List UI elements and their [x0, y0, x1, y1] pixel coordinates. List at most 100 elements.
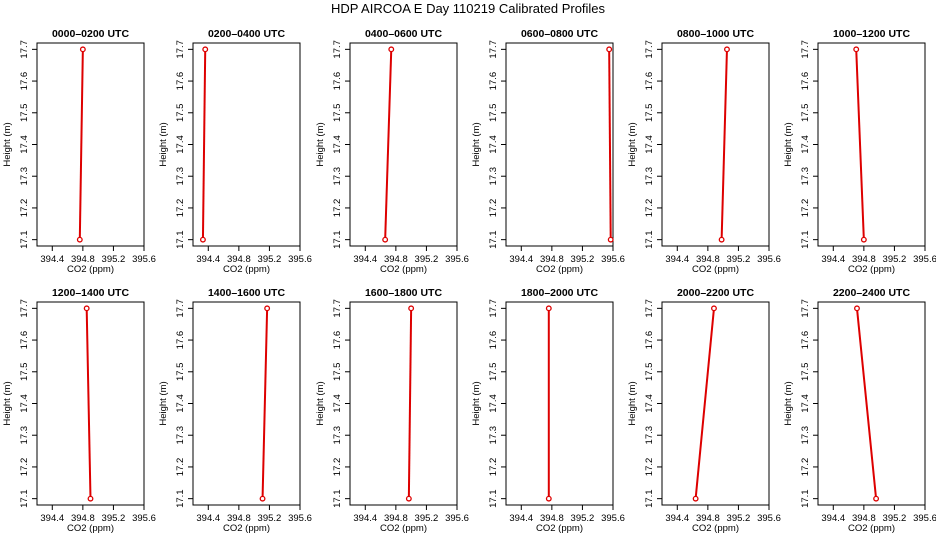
panel: 2000–2200 UTC 394.4 394.8 395.2 395.6 17.1 17.… — [627, 287, 781, 534]
y-tick-label: 17.1 — [175, 230, 186, 249]
y-axis-label: Height (m) — [471, 381, 482, 425]
y-tick-label: 17.3 — [19, 426, 30, 445]
y-tick-label: 17.7 — [332, 40, 343, 59]
y-tick-label: 17.2 — [644, 199, 655, 218]
x-tick-label: 395.2 — [727, 254, 751, 265]
x-tick-label: 395.6 — [913, 513, 936, 524]
data-point — [711, 305, 717, 312]
panel: 0600–0800 UTC 394.4 394.8 395.2 395.6 17.1 17.… — [471, 28, 625, 275]
x-tick-label: 394.8 — [384, 254, 408, 265]
panel-title: 0800–1000 UTC — [677, 28, 754, 40]
x-tick-label: 394.4 — [509, 513, 533, 524]
x-tick-label: 394.4 — [196, 254, 220, 265]
y-tick-label: 17.4 — [800, 394, 811, 413]
data-point — [405, 495, 412, 502]
x-tick-label: 395.6 — [913, 254, 936, 265]
y-tick-label: 17.4 — [175, 394, 186, 413]
y-axis-label: Height (m) — [2, 381, 13, 425]
y-tick-label: 17.6 — [332, 72, 343, 91]
y-tick-label: 17.1 — [19, 230, 30, 249]
x-tick-label: 394.8 — [852, 254, 876, 265]
data-point — [83, 305, 90, 312]
y-tick-label: 17.2 — [175, 458, 186, 477]
y-tick-label: 17.6 — [488, 72, 499, 91]
data-point — [860, 236, 867, 243]
x-tick-label: 395.2 — [102, 513, 126, 524]
x-axis-label: CO2 (ppm) — [848, 264, 895, 275]
y-tick-label: 17.4 — [19, 135, 30, 154]
y-tick-label: 17.7 — [488, 40, 499, 59]
x-tick-label: 395.2 — [727, 513, 751, 524]
data-point — [606, 46, 613, 53]
panel-title: 0400–0600 UTC — [365, 28, 442, 40]
panel-title: 1800–2000 UTC — [521, 287, 598, 299]
x-tick-label: 394.8 — [71, 513, 95, 524]
profile-line — [694, 308, 715, 499]
x-tick-label: 395.2 — [415, 254, 439, 265]
y-tick-label: 17.5 — [800, 104, 811, 123]
profile-line — [855, 49, 865, 240]
x-tick-label: 395.2 — [571, 513, 595, 524]
x-tick-label: 394.4 — [353, 513, 377, 524]
chart-title: HDP AIRCOA E Day 110219 Calibrated Profi… — [330, 1, 606, 16]
x-tick-label: 394.4 — [40, 254, 64, 265]
y-tick-label: 17.4 — [644, 394, 655, 413]
y-tick-label: 17.3 — [332, 426, 343, 445]
y-tick-label: 17.3 — [800, 426, 811, 445]
panel-title: 0600–0800 UTC — [521, 28, 598, 40]
x-tick-label: 394.8 — [384, 513, 408, 524]
x-axis-label: CO2 (ppm) — [380, 264, 427, 275]
x-tick-label: 395.6 — [132, 254, 156, 265]
panel-title: 1400–1600 UTC — [208, 287, 285, 299]
y-tick-label: 17.6 — [332, 331, 343, 350]
data-point — [873, 495, 880, 502]
data-point — [388, 46, 395, 53]
profile-line — [78, 49, 84, 240]
data-point — [607, 236, 614, 243]
profile-line — [384, 49, 393, 240]
y-tick-label: 17.5 — [800, 363, 811, 382]
profile-line — [855, 308, 878, 499]
data-point — [408, 305, 415, 312]
x-tick-label: 394.4 — [821, 513, 845, 524]
data-point — [545, 495, 552, 502]
y-tick-label: 17.1 — [644, 489, 655, 508]
x-tick-label: 394.8 — [71, 254, 95, 265]
y-tick-label: 17.1 — [332, 489, 343, 508]
y-tick-label: 17.5 — [19, 104, 30, 123]
data-point — [259, 495, 266, 502]
y-tick-label: 17.5 — [644, 363, 655, 382]
data-point — [264, 305, 271, 312]
x-tick-label: 394.4 — [509, 254, 533, 265]
x-tick-label: 395.6 — [601, 513, 625, 524]
y-tick-label: 17.6 — [19, 331, 30, 350]
panel: 1600–1800 UTC 394.4 394.8 395.2 395.6 17.1 17.… — [315, 287, 469, 534]
y-axis-label: Height (m) — [158, 122, 169, 166]
panel-title: 1000–1200 UTC — [833, 28, 910, 40]
y-tick-label: 17.5 — [488, 363, 499, 382]
y-axis-label: Height (m) — [627, 381, 638, 425]
x-tick-label: 394.8 — [227, 513, 251, 524]
y-tick-label: 17.1 — [175, 489, 186, 508]
y-axis-label: Height (m) — [783, 381, 794, 425]
y-tick-label: 17.2 — [800, 199, 811, 218]
y-tick-label: 17.5 — [332, 363, 343, 382]
panel: 0400–0600 UTC 394.4 394.8 395.2 395.6 17.1 17.… — [315, 28, 469, 275]
x-axis-label: CO2 (ppm) — [848, 523, 895, 534]
y-tick-label: 17.1 — [19, 489, 30, 508]
y-tick-label: 17.4 — [488, 394, 499, 413]
plot-frame — [192, 301, 301, 506]
y-tick-label: 17.6 — [175, 72, 186, 91]
panel: 1400–1600 UTC 394.4 394.8 395.2 395.6 17.1 17.… — [158, 287, 312, 534]
y-tick-label: 17.4 — [332, 394, 343, 413]
x-axis-label: CO2 (ppm) — [67, 264, 114, 275]
y-tick-label: 17.3 — [175, 167, 186, 186]
data-point — [202, 46, 209, 53]
y-tick-label: 17.6 — [19, 72, 30, 91]
y-tick-label: 17.1 — [488, 489, 499, 508]
x-tick-label: 395.6 — [601, 254, 625, 265]
x-tick-label: 394.8 — [852, 513, 876, 524]
panel: 0800–1000 UTC 394.4 394.8 395.2 395.6 17.1 17.… — [627, 28, 781, 275]
y-tick-label: 17.7 — [644, 299, 655, 318]
data-point — [382, 236, 389, 243]
